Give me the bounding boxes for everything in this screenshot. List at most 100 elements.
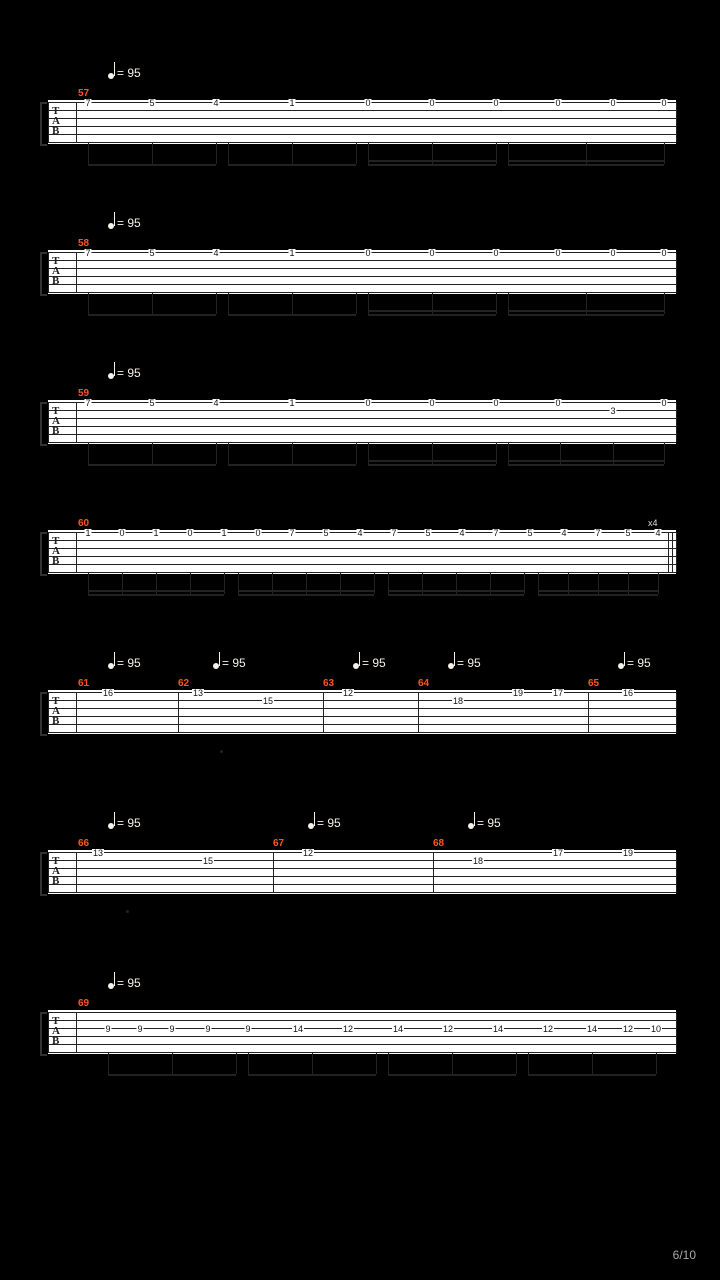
fret-number: 0 [492, 249, 499, 257]
beam [528, 1074, 656, 1076]
barline [48, 252, 49, 292]
measure-number: 62 [178, 678, 189, 689]
fret-number: 4 [356, 529, 363, 537]
fret-number: 5 [526, 529, 533, 537]
tab-system: = 9569T A B99999141214121412141210 [48, 1010, 676, 1054]
beam [388, 1074, 516, 1076]
tab-staff: T A B131512181719 [48, 850, 676, 894]
fret-number: 7 [492, 529, 499, 537]
fret-number: 9 [104, 1025, 111, 1033]
beam [508, 464, 664, 466]
system-bracket [40, 1012, 47, 1056]
tempo-marking: = 95 [108, 656, 141, 670]
barline [76, 252, 77, 292]
beam [238, 594, 374, 596]
barline [588, 692, 589, 732]
fret-number: 5 [148, 249, 155, 257]
tab-clef: T A B [52, 1016, 60, 1046]
tab-staff: T A B101010754754754754 [48, 530, 676, 574]
beam [368, 314, 496, 316]
tempo-marking: = 95 [108, 216, 141, 230]
tab-staff: T A B7541000030 [48, 400, 676, 444]
fret-number: 4 [458, 529, 465, 537]
fret-number: 14 [586, 1025, 598, 1033]
fret-number: 3 [609, 407, 616, 415]
beam [88, 314, 216, 316]
tab-clef: T A B [52, 106, 60, 136]
barline [323, 692, 324, 732]
beam [88, 164, 216, 166]
tab-system: = 9557T A B7541000000 [48, 100, 676, 144]
tab-staff: T A B99999141214121412141210 [48, 1010, 676, 1054]
fret-number: 5 [148, 99, 155, 107]
fret-number: 9 [168, 1025, 175, 1033]
barline [676, 102, 677, 142]
fret-number: 12 [622, 1025, 634, 1033]
tempo-marking: = 95 [108, 366, 141, 380]
fret-number: 0 [609, 249, 616, 257]
system-bracket [40, 102, 47, 146]
repeat-label: x4 [648, 518, 658, 528]
system-bracket [40, 402, 47, 446]
system-bracket [40, 852, 47, 896]
fret-number: 16 [622, 689, 634, 697]
fret-number: 16 [102, 689, 114, 697]
tempo-marking: = 95 [353, 656, 386, 670]
beam [368, 164, 496, 166]
tab-staff: T A B1613151218191716 [48, 690, 676, 734]
fret-number: 9 [244, 1025, 251, 1033]
tab-system: = 9559T A B7541000030 [48, 400, 676, 444]
barline [668, 532, 669, 572]
fret-number: 5 [424, 529, 431, 537]
fret-number: 0 [254, 529, 261, 537]
measure-number: 66 [78, 838, 89, 849]
fret-number: 0 [554, 249, 561, 257]
fret-number: 7 [594, 529, 601, 537]
tempo-marking: = 95 [213, 656, 246, 670]
tab-sheet-page: = 9557T A B7541000000= 9558T A B75410000… [0, 0, 720, 1280]
measure-number: 67 [273, 838, 284, 849]
fret-number: 17 [552, 689, 564, 697]
beam [368, 464, 496, 466]
tab-clef: T A B [52, 696, 60, 726]
fret-number: 18 [452, 697, 464, 705]
barline [76, 402, 77, 442]
fret-number: 12 [542, 1025, 554, 1033]
fret-number: 0 [660, 249, 667, 257]
fret-number: 0 [492, 399, 499, 407]
fret-number: 0 [118, 529, 125, 537]
barline [676, 252, 677, 292]
tab-clef: T A B [52, 856, 60, 886]
fret-number: 14 [492, 1025, 504, 1033]
fret-number: 19 [622, 849, 634, 857]
fret-number: 1 [152, 529, 159, 537]
barline [48, 402, 49, 442]
barline [76, 852, 77, 892]
tempo-marking: = 95 [108, 66, 141, 80]
fret-number: 7 [84, 399, 91, 407]
tab-clef: T A B [52, 536, 60, 566]
tempo-marking: = 95 [468, 816, 501, 830]
beam [228, 164, 356, 166]
tab-system: = 9558T A B7541000000 [48, 250, 676, 294]
measure-number: 68 [433, 838, 444, 849]
barline [48, 532, 49, 572]
fret-number: 14 [392, 1025, 404, 1033]
fret-number: 5 [322, 529, 329, 537]
barline [676, 852, 677, 892]
fret-number: 7 [390, 529, 397, 537]
beam [228, 464, 356, 466]
fret-number: 7 [288, 529, 295, 537]
fret-number: 7 [84, 249, 91, 257]
fret-number: 0 [364, 99, 371, 107]
tempo-marking: = 95 [618, 656, 651, 670]
beam [538, 594, 658, 596]
tab-system: = 95= 95= 95666768T A B131512181719 [48, 850, 676, 894]
fret-number: 4 [212, 249, 219, 257]
system-bracket [40, 532, 47, 576]
fret-number: 13 [92, 849, 104, 857]
tempo-marking: = 95 [108, 816, 141, 830]
beam [228, 314, 356, 316]
fret-number: 15 [202, 857, 214, 865]
measure-number: 63 [323, 678, 334, 689]
